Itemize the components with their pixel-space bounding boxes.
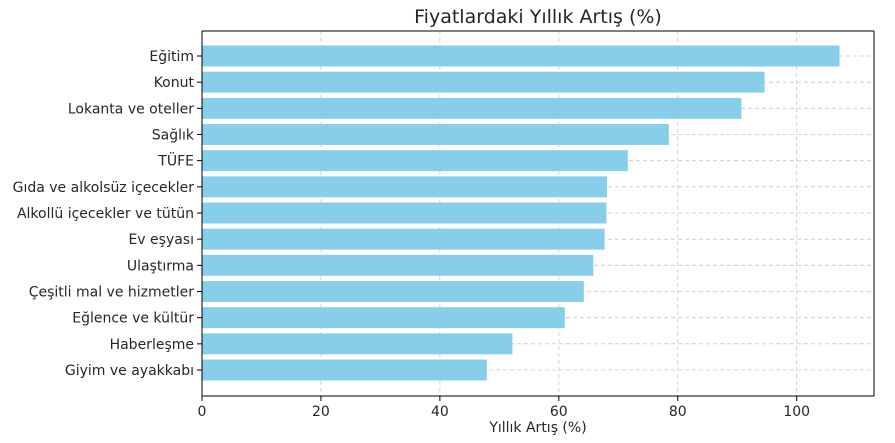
x-tick-label: 20 bbox=[312, 404, 330, 420]
x-axis-label: Yıllık Artış (%) bbox=[488, 420, 586, 436]
x-tick-label: 60 bbox=[550, 404, 568, 420]
y-tick-labels: Eğitim Konut Lokanta ve oteller Sağlık TÜFE G… bbox=[13, 49, 202, 379]
bar bbox=[202, 307, 565, 329]
bar bbox=[202, 150, 628, 172]
x-tick-labels: 0 20 40 60 80 100 bbox=[198, 396, 810, 420]
y-tick-label: Sağlık bbox=[152, 128, 195, 144]
bar bbox=[202, 176, 607, 198]
y-tick-label: Ev eşyası bbox=[128, 232, 194, 248]
x-tick-label: 0 bbox=[198, 404, 207, 420]
y-tick-label: Haberleşme bbox=[110, 337, 194, 353]
bar bbox=[202, 254, 594, 276]
y-tick-label: TÜFE bbox=[157, 152, 194, 170]
bar bbox=[202, 333, 513, 355]
y-tick-label: Çeşitli mal ve hizmetler bbox=[29, 285, 195, 301]
bar bbox=[202, 359, 487, 381]
y-tick-label: Eğitim bbox=[149, 49, 194, 65]
bar bbox=[202, 97, 742, 119]
y-tick-label: Lokanta ve oteller bbox=[68, 101, 194, 117]
y-tick-label: Giyim ve ayakkabı bbox=[65, 363, 194, 379]
y-tick-label: Eğlence ve kültür bbox=[72, 311, 194, 327]
bar bbox=[202, 281, 584, 302]
x-tick-label: 80 bbox=[669, 404, 687, 420]
y-tick-label: Konut bbox=[154, 75, 195, 91]
y-tick-label: Gıda ve alkolsüz içecekler bbox=[13, 180, 195, 196]
y-tick-label: Ulaştırma bbox=[127, 258, 194, 274]
chart-title: Fiyatlardaki Yıllık Artış (%) bbox=[414, 6, 662, 28]
bar bbox=[202, 228, 605, 250]
bar bbox=[202, 71, 765, 93]
bar bbox=[202, 124, 669, 145]
x-tick-label: 100 bbox=[783, 404, 810, 420]
x-tick-label: 40 bbox=[431, 404, 449, 420]
y-tick-label: Alkollü içecekler ve tütün bbox=[17, 206, 194, 222]
bar bbox=[202, 202, 607, 224]
bars bbox=[202, 45, 840, 381]
bar bbox=[202, 45, 840, 67]
